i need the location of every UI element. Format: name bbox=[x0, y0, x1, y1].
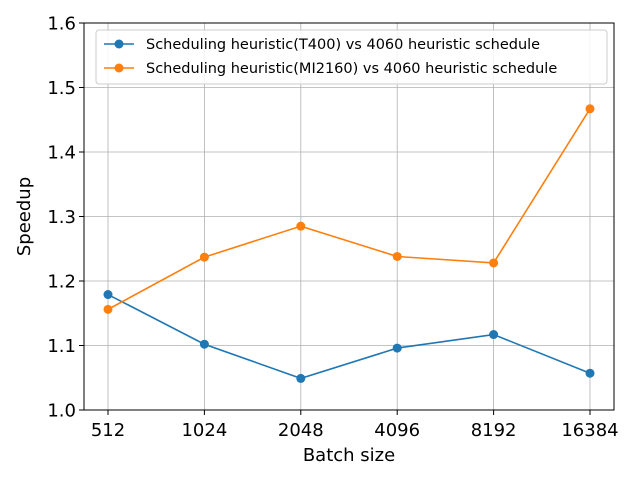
legend-swatch-marker bbox=[114, 63, 124, 73]
x-tick-label: 8192 bbox=[471, 420, 517, 441]
x-axis-label: Batch size bbox=[303, 445, 395, 466]
data-point-1 bbox=[103, 290, 113, 300]
legend-box bbox=[95, 29, 608, 85]
data-point-1 bbox=[392, 343, 402, 353]
data-point-2 bbox=[489, 258, 499, 268]
x-tick-label: 4096 bbox=[374, 420, 420, 441]
x-tick-label: 1024 bbox=[181, 420, 227, 441]
data-point-1 bbox=[489, 330, 499, 340]
legend-swatch-marker bbox=[114, 39, 124, 49]
data-point-2 bbox=[296, 221, 306, 231]
y-tick-label: 1.3 bbox=[47, 207, 76, 228]
legend-entry-2: Scheduling heuristic(MI2160) vs 4060 heu… bbox=[146, 61, 557, 77]
x-tick-label: 2048 bbox=[278, 420, 324, 441]
data-point-2 bbox=[392, 251, 402, 261]
data-point-2 bbox=[199, 252, 209, 262]
legend-entry-1: Scheduling heuristic(T400) vs 4060 heuri… bbox=[146, 37, 540, 53]
ticks: 512 1024 2048 4096 8192 16384 1.0 1.1 1.2 1.3 1.4 1… bbox=[47, 14, 618, 442]
data-point-2 bbox=[585, 104, 595, 114]
data-point-2 bbox=[103, 304, 113, 314]
series-line-1 bbox=[107, 293, 591, 380]
y-tick-label: 1.1 bbox=[47, 336, 76, 357]
y-tick-label: 1.0 bbox=[47, 401, 76, 422]
data-point-1 bbox=[199, 339, 209, 349]
y-tick-label: 1.5 bbox=[47, 78, 76, 99]
legend: Scheduling heuristic(T400) vs 4060 heuri… bbox=[95, 29, 608, 85]
y-tick-label: 1.6 bbox=[47, 14, 76, 35]
y-axis-label: Speedup bbox=[14, 177, 35, 256]
y-tick-label: 1.2 bbox=[47, 272, 76, 293]
data-point-1 bbox=[296, 373, 306, 383]
series-line-2 bbox=[107, 108, 591, 311]
data-point-1 bbox=[585, 368, 595, 378]
x-tick-label: 512 bbox=[91, 420, 125, 441]
y-tick-label: 1.4 bbox=[47, 143, 76, 164]
x-tick-label: 16384 bbox=[561, 420, 618, 441]
series-layer bbox=[103, 104, 595, 383]
